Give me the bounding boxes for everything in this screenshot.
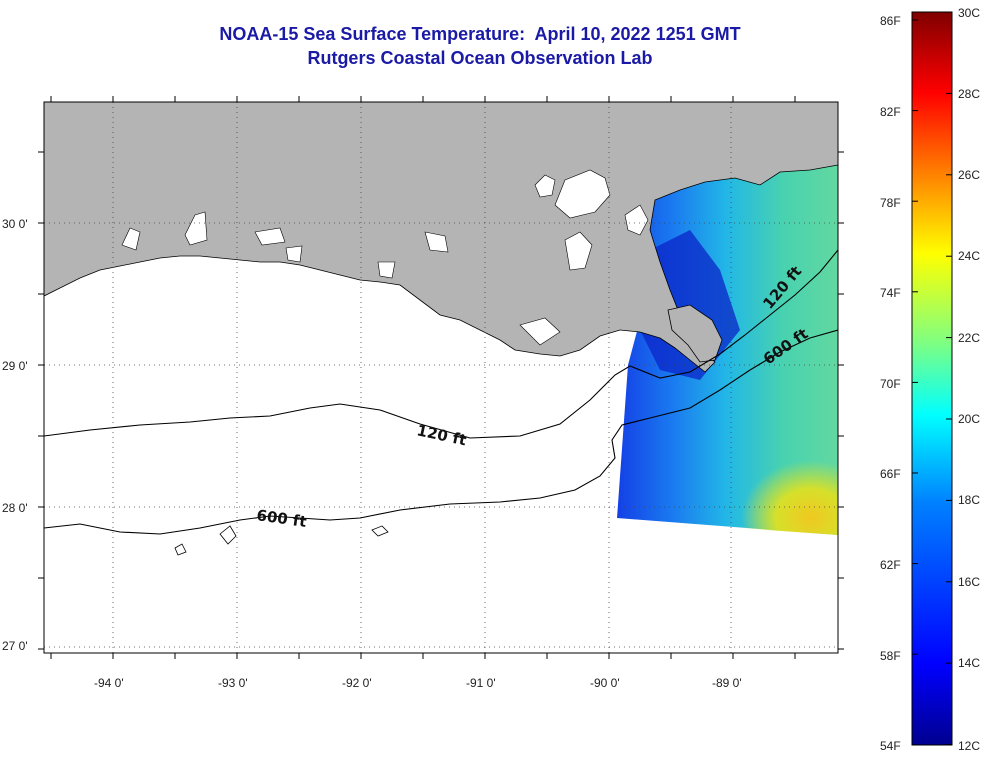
lon-label: -93 0': [218, 676, 248, 690]
colorbar: [911, 11, 953, 746]
delta-land: [667, 304, 723, 363]
colorbar-c-label: 14C: [958, 656, 980, 670]
lake: [121, 227, 141, 251]
lake: [534, 174, 556, 198]
lat-label: 27 0': [2, 639, 28, 653]
lon-label: -94 0': [94, 676, 124, 690]
lake: [377, 261, 396, 279]
colorbar-f-label: 82F: [880, 105, 901, 119]
colorbar-f-labels: 86F 82F 78F 74F 70F 66F 62F 58F 54F: [880, 14, 901, 753]
lake: [424, 231, 449, 253]
colorbar-c-label: 18C: [958, 493, 980, 507]
lake: [285, 245, 303, 263]
colorbar-f-label: 58F: [880, 649, 901, 663]
colorbar-f-label: 54F: [880, 739, 901, 753]
lat-label: 28 0': [2, 501, 28, 515]
lake: [519, 317, 561, 346]
colorbar-f-label: 62F: [880, 558, 901, 572]
map-ticks: [38, 96, 844, 659]
colorbar-f-label: 66F: [880, 467, 901, 481]
map-title: NOAA-15 Sea Surface Temperature: April 1…: [219, 24, 741, 44]
map-subtitle: Rutgers Coastal Ocean Observation Lab: [307, 48, 653, 68]
contour-120ft: [44, 249, 838, 439]
colorbar-c-label: 16C: [958, 575, 980, 589]
colorbar-c-label: 26C: [958, 168, 980, 182]
lat-label: 29 0': [2, 359, 28, 373]
lake: [624, 204, 649, 236]
lat-label: 30 0': [2, 217, 28, 231]
colorbar-ticks: [912, 11, 952, 746]
colorbar-c-label: 30C: [958, 6, 980, 20]
colorbar-c-label: 28C: [958, 87, 980, 101]
sst-warm-region: [700, 420, 838, 535]
colorbar-f-label: 70F: [880, 377, 901, 391]
lake: [184, 211, 208, 246]
lon-label: -91 0': [466, 676, 496, 690]
map-border: [43, 101, 839, 654]
lon-label: -89 0': [712, 676, 742, 690]
colorbar-f-label: 86F: [880, 14, 901, 28]
colorbar-c-label: 24C: [958, 249, 980, 263]
colorbar-c-labels: 30C 28C 26C 24C 22C 20C 18C 16C 14C 12C: [958, 6, 980, 753]
contour-islet: [174, 525, 389, 556]
contour-600ft: [44, 329, 838, 535]
lon-label: -90 0': [590, 676, 620, 690]
colorbar-c-label: 12C: [958, 739, 980, 753]
lake: [254, 227, 286, 246]
colorbar-c-label: 20C: [958, 412, 980, 426]
lake: [564, 231, 593, 271]
colorbar-f-label: 78F: [880, 196, 901, 210]
lon-label: -92 0': [342, 676, 372, 690]
colorbar-f-label: 74F: [880, 286, 901, 300]
colorbar-c-label: 22C: [958, 331, 980, 345]
graticule: [44, 102, 838, 653]
lake: [554, 169, 611, 219]
